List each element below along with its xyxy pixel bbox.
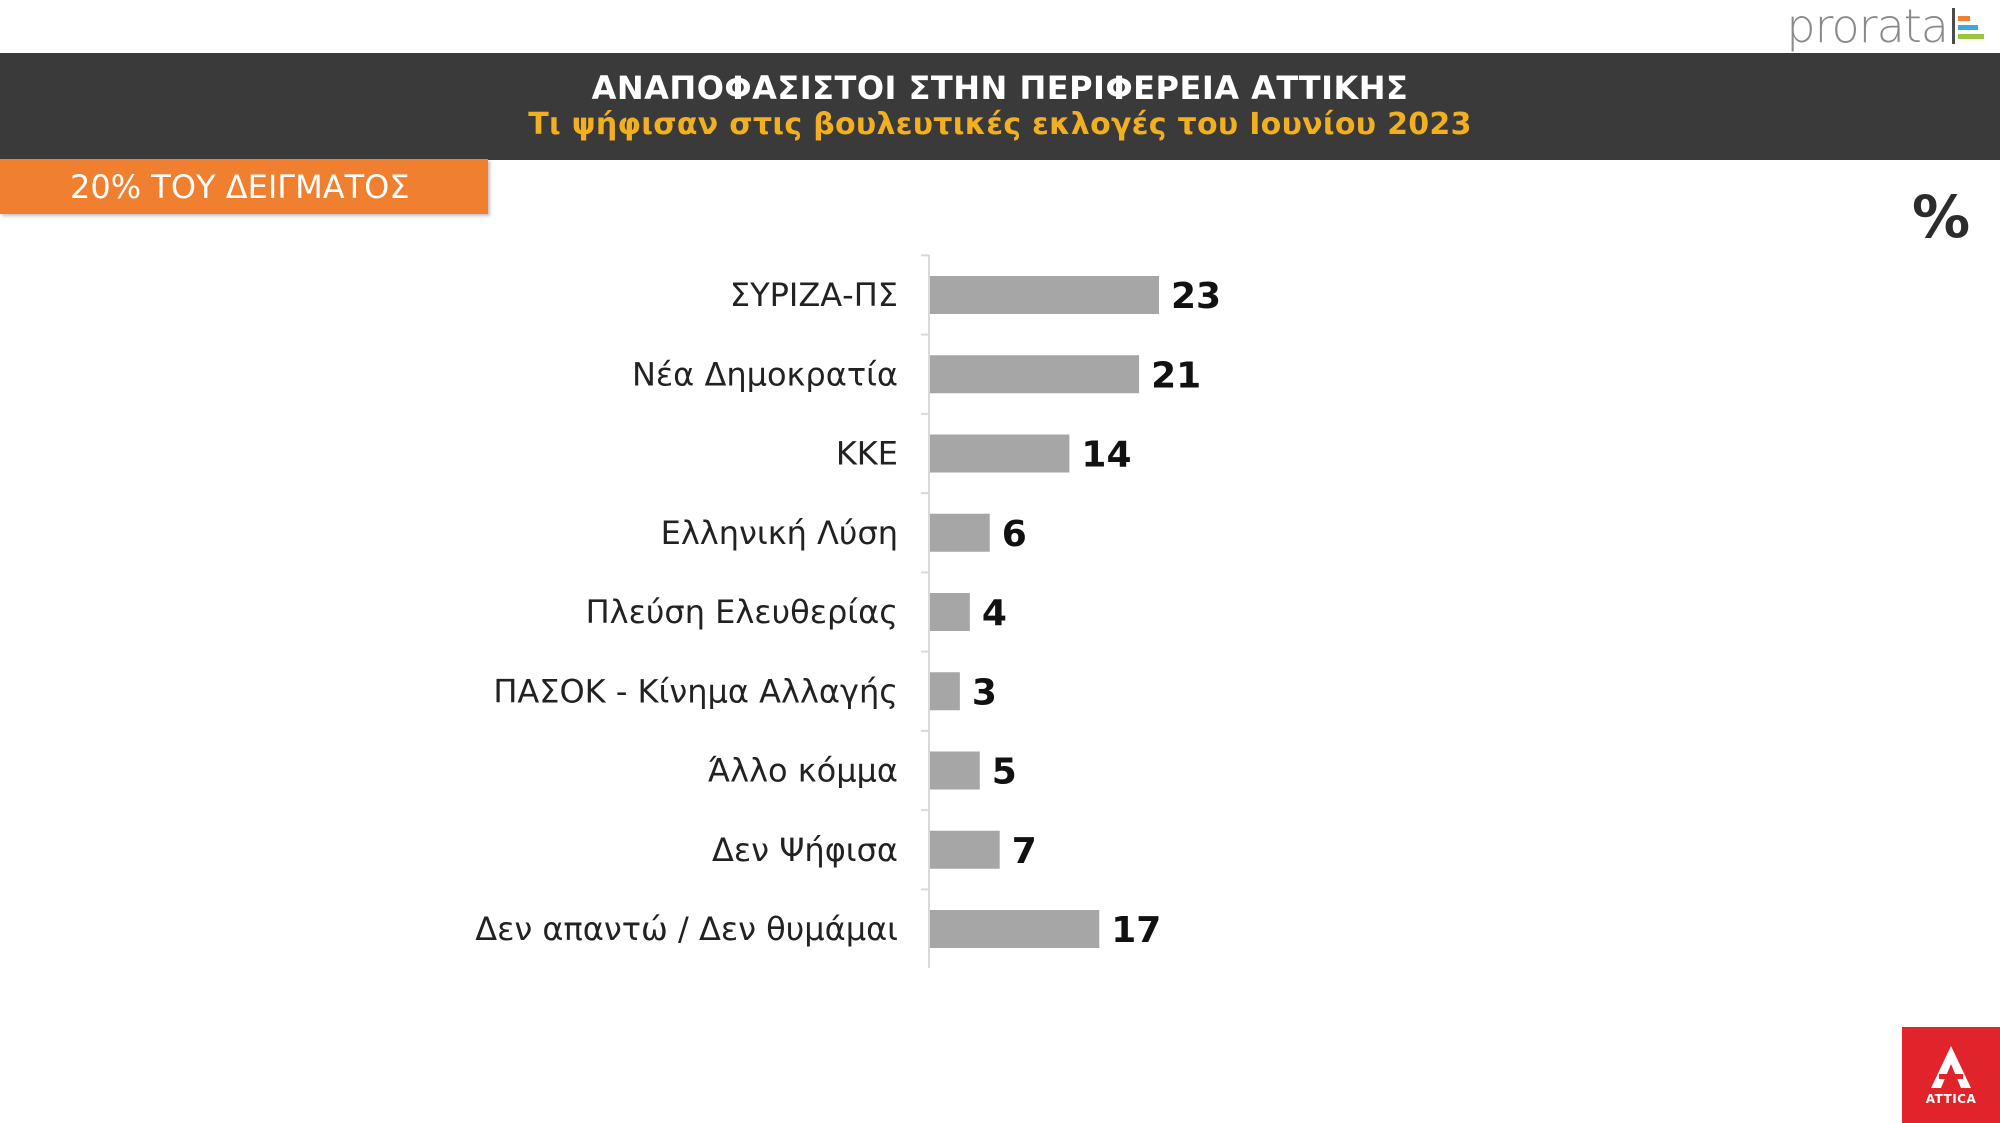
value-label: 23 (1171, 276, 1221, 317)
percent-unit-icon: % (1912, 183, 1971, 251)
category-label: Δεν απαντώ / Δεν θυμάμαι (475, 910, 898, 948)
bar (930, 830, 1000, 869)
category-label: Άλλο κόμμα (708, 752, 898, 790)
value-label: 14 (1081, 435, 1131, 476)
category-label: Δεν Ψήφισα (712, 831, 898, 869)
bar (930, 355, 1140, 394)
category-label: Ελληνική Λύση (661, 514, 898, 552)
category-label: Πλεύση Ελευθερίας (586, 593, 898, 631)
bar (930, 434, 1070, 473)
value-label: 21 (1151, 355, 1201, 396)
bars-logo-icon (1952, 8, 1984, 44)
bar (930, 672, 960, 711)
chart-subtitle: Τι ψήφισαν στις βουλευτικές εκλογές του … (528, 107, 1472, 142)
category-label: ΚΚΕ (836, 435, 898, 473)
value-label: 7 (1012, 831, 1037, 872)
attica-logo-text: ATTICA (1925, 1092, 1977, 1106)
prorata-logo-text: prorata (1786, 0, 1949, 53)
attica-logo: ATTICA (1902, 1027, 2000, 1123)
prorata-logo: prorata (1786, 0, 1986, 52)
chart-title: ΑΝΑΠΟΦΑΣΙΣΤΟΙ ΣΤΗΝ ΠΕΡΙΦΕΡΕΙΑ ΑΤΤΙΚΗΣ (591, 69, 1409, 107)
bar (930, 751, 980, 790)
value-label: 4 (982, 593, 1007, 634)
bar (930, 513, 990, 552)
category-label: ΠΑΣΟΚ - Κίνημα Αλλαγής (493, 672, 898, 710)
value-label: 3 (972, 672, 997, 713)
bar (930, 593, 970, 631)
value-label: 6 (1002, 514, 1027, 555)
category-label: ΣΥΡΙΖΑ-ΠΣ (730, 276, 898, 314)
bar (930, 910, 1100, 948)
value-label: 17 (1111, 910, 1161, 951)
category-label: Νέα Δημοκρατία (632, 355, 898, 393)
attica-a-icon (1931, 1046, 1971, 1088)
sample-share-badge: 20% ΤΟΥ ΔΕΙΓΜΑΤΟΣ (0, 159, 488, 214)
bar (930, 276, 1159, 314)
header-band: ΑΝΑΠΟΦΑΣΙΣΤΟΙ ΣΤΗΝ ΠΕΡΙΦΕΡΕΙΑ ΑΤΤΙΚΗΣ Τι… (0, 53, 2000, 160)
value-label: 5 (992, 752, 1017, 793)
